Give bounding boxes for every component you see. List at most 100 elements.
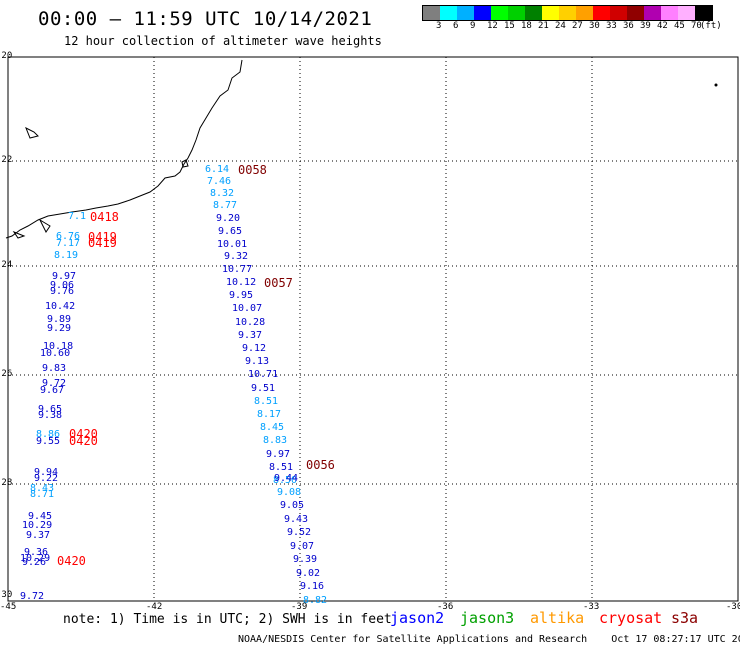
color-scale-label: (ft) [700,21,722,31]
color-scale-label: 70 [691,21,702,31]
color-swatch [542,6,559,20]
credit-footer: NOAA/NESDIS Center for Satellite Applica… [238,634,740,645]
wave-height-value: 0057 [264,276,293,290]
wave-height-value: 6.76 [56,231,81,242]
wave-height-value: 9.72 [42,378,67,389]
wave-height-value: 8.71 [30,489,55,500]
wave-height-value: 6.14 [205,164,230,175]
wave-height-value: 8.45 [260,422,285,433]
wave-height-value: 9.97 [266,449,291,460]
chart-subtitle: 12 hour collection of altimeter wave hei… [64,34,382,48]
lat-tick-label: -28 [0,478,13,488]
lat-tick-label: -24 [0,260,13,270]
color-scale-bar [422,5,713,21]
wave-height-value: 9.37 [238,330,263,341]
wave-height-value: 10.18 [43,341,74,352]
wave-height-value: 10.60 [40,348,71,359]
color-swatch [491,6,508,20]
satellite-legend-cryosat: cryosat [599,609,663,627]
color-scale-label: 30 [589,21,600,31]
lon-tick-label: -42 [146,602,163,612]
wave-height-value: 8.43 [30,483,55,494]
wave-height-value: 8.50 [273,475,298,486]
wave-height-value: 10.01 [217,239,248,250]
wave-height-value: 9.51 [251,383,276,394]
wave-height-value: 9.16 [300,581,325,592]
satellite-legend-altika: altika [530,609,585,627]
wave-height-value: 9.39 [293,554,318,565]
color-scale-label: 33 [606,21,617,31]
lon-tick-label: -39 [291,602,308,612]
satellite-legend-jason3: jason3 [460,609,515,627]
wave-height-value: 0420 [69,427,98,441]
lon-tick-label: -33 [583,602,600,612]
lat-tick-label: -22 [0,155,13,165]
wave-height-value: 9.94 [34,467,59,478]
wave-height-value: 9.95 [229,290,254,301]
wave-height-value: 8.77 [213,200,238,211]
note-text: note: 1) Time is in UTC; 2) SWH is in fe… [63,612,392,627]
wave-height-value: 9.52 [287,527,312,538]
wave-height-value: 8.17 [257,409,282,420]
color-swatch [661,6,678,20]
wave-height-value: 0418 [90,210,119,224]
color-scale-label: 36 [623,21,634,31]
wave-height-value: 0419 [88,230,117,244]
wave-height-value: 0420 [69,434,98,448]
wave-height-value: 9.06 [50,280,75,291]
color-scale-label: 18 [521,21,532,31]
wave-height-value: 0419 [88,236,117,250]
wave-height-value: 8.83 [263,435,288,446]
wave-height-value: 7.46 [207,176,232,187]
wave-height-value: 8.86 [36,429,61,440]
color-scale-label: 6 [453,21,459,31]
wave-height-value: 8.51 [254,396,279,407]
coastline [5,59,243,239]
color-scale-label: 24 [555,21,566,31]
wave-height-value: 9.43 [284,514,309,525]
color-scale-label: 21 [538,21,549,31]
wave-height-value: 0420 [57,554,86,568]
wave-height-value: 9.07 [290,541,315,552]
wave-height-value: 0058 [238,163,267,177]
wave-height-value: 9.97 [52,271,77,282]
lon-tick-label: -45 [0,602,17,612]
color-swatch [457,6,474,20]
color-scale-labels: 3 6 9 12 15 18 21 24 27 30 33 36 39 42 45 70 (ft) [422,21,740,33]
lat-tick-label: -20 [0,51,13,61]
wave-height-value: 9.37 [26,530,51,541]
color-scale-label: 39 [640,21,651,31]
color-swatch [678,6,695,20]
wave-height-value: 10.07 [232,303,263,314]
wave-height-value: 9.72 [20,591,45,602]
color-swatch [440,6,457,20]
wave-height-value: 9.08 [277,487,302,498]
map-dot [714,83,718,87]
wave-height-value: 9.65 [218,226,243,237]
wave-height-value: 8.19 [54,250,79,261]
wave-height-value: 9.36 [24,547,49,558]
wave-height-value: 8.32 [210,188,235,199]
color-swatch [576,6,593,20]
color-swatch [559,6,576,20]
color-scale-label: 12 [487,21,498,31]
wave-height-value: 9.13 [245,356,270,367]
color-swatch [593,6,610,20]
wave-height-value: 9.26 [22,557,47,568]
wave-height-value: 9.89 [47,314,72,325]
color-swatch [695,6,712,20]
wave-height-value: 9.65 [38,404,63,415]
wave-height-value: 8.82 [303,595,328,606]
wave-height-value: 9.32 [224,251,249,262]
wave-height-value: 9.55 [36,436,61,447]
wave-height-value: 9.02 [296,568,321,579]
wave-height-value: 9.05 [280,500,305,511]
wave-height-value: 9.38 [38,410,63,421]
color-scale-label: 27 [572,21,583,31]
wave-height-value: 10.29 [20,553,51,564]
wave-height-value: 7.1 [68,211,87,222]
satellite-legend-jason2: jason2 [390,609,445,627]
color-scale-label: 9 [470,21,476,31]
color-swatch [644,6,661,20]
color-swatch [423,6,440,20]
